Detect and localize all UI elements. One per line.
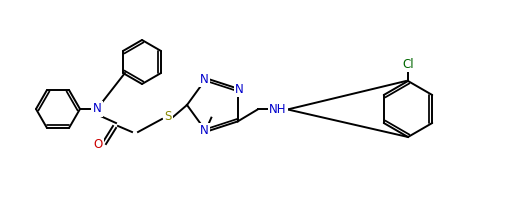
Text: NH: NH xyxy=(269,103,286,116)
Text: S: S xyxy=(164,110,172,123)
Text: N: N xyxy=(200,73,209,86)
Text: N: N xyxy=(235,83,244,96)
Text: N: N xyxy=(93,102,102,115)
Text: Cl: Cl xyxy=(402,58,414,71)
Text: N: N xyxy=(200,124,209,137)
Text: O: O xyxy=(93,138,103,151)
